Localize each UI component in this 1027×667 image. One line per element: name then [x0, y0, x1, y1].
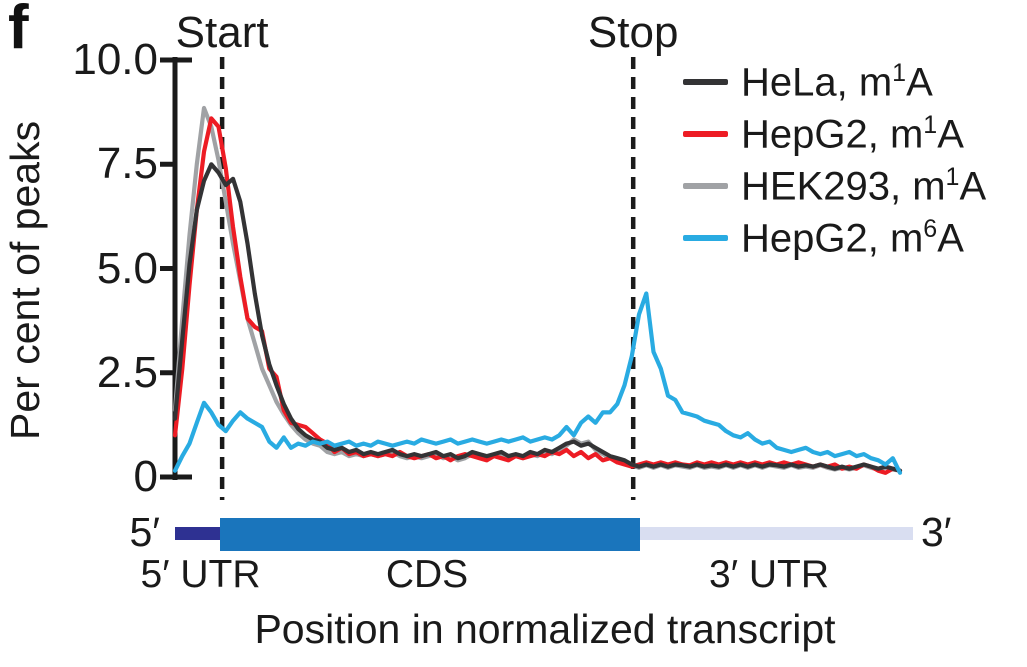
legend-label: HeLa, m1A [741, 58, 933, 105]
legend-entry-hepg2-m6a: HepG2, m6A [683, 212, 986, 264]
legend-label: HepG2, m6A [741, 214, 964, 261]
legend-line-swatch [683, 79, 728, 85]
transcript-segment-3-utr [639, 527, 914, 540]
y-tick-label: 0 [133, 452, 158, 501]
transcript-segment-cds [219, 518, 640, 551]
series-hepg2-m6a [172, 291, 903, 475]
legend-label: HepG2, m1A [741, 110, 964, 157]
segment-label-cds: CDS [385, 553, 469, 596]
y-tick-label: 10.0 [72, 35, 158, 84]
legend-entry-hek293-m1a: HEK293, m1A [683, 160, 986, 212]
legend: HeLa, m1A HepG2, m1A HEK293, m1A HepG2, … [683, 56, 986, 264]
annotation-start-label: Start [175, 8, 269, 57]
legend-line-swatch [683, 131, 728, 137]
segment-label-3utr: 3′ UTR [709, 553, 829, 596]
transcript-segment-5-utr [175, 527, 220, 540]
y-tick-label: 2.5 [96, 347, 158, 397]
legend-entry-hela-m1a: HeLa, m1A [683, 56, 986, 108]
legend-label: HEK293, m1A [741, 162, 987, 209]
legend-entry-hepg2-m1a: HepG2, m1A [683, 108, 986, 160]
series-hela-m1a [172, 162, 903, 473]
transcript-5prime-end-label: 5′ [129, 509, 161, 555]
legend-line-swatch [683, 235, 728, 241]
y-tick-label: 7.5 [96, 139, 158, 189]
transcript-3prime-end-label: 3′ [921, 509, 952, 555]
legend-line-swatch [683, 183, 728, 189]
x-axis-title: Position in normalized transcript [254, 606, 836, 652]
annotation-stop-label: Stop [587, 8, 679, 57]
segment-label-5utr: 5′ UTR [140, 553, 261, 596]
panel-label: f [8, 0, 29, 62]
y-tick-label: 5.0 [96, 243, 158, 293]
